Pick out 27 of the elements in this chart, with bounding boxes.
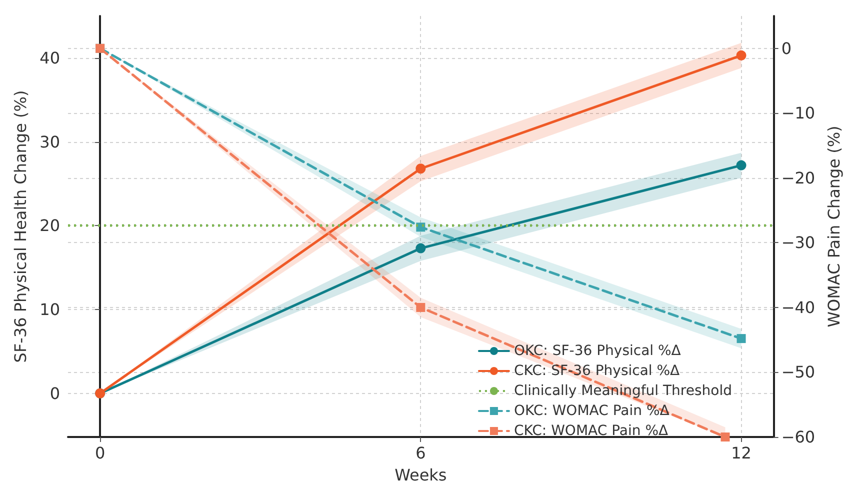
y-tick-label: 30 [40, 132, 60, 152]
point [736, 160, 746, 170]
y-tick-label: 0 [50, 384, 60, 403]
y-tick-label: 10 [40, 300, 60, 320]
y-tick-label: 40 [40, 48, 60, 68]
point [416, 302, 426, 312]
x-tick-label: 6 [416, 444, 426, 462]
x-axis-title: Weeks [394, 466, 447, 484]
y2-tick-label: −30 [781, 233, 816, 252]
y2-tick-label: −60 [781, 428, 816, 446]
y-axis-title: SF-36 Physical Health Change (%) [11, 90, 30, 363]
y2-tick-label: −20 [781, 168, 816, 188]
point [736, 334, 746, 344]
y2-axis-title: WOMAC Pain Change (%) [824, 126, 844, 328]
x-tick-label: 12 [731, 444, 752, 462]
legend-label: CKC: WOMAC Pain %Δ [514, 423, 668, 439]
point [736, 50, 746, 60]
point [416, 164, 426, 174]
point [416, 243, 426, 254]
y2-tick-label: −50 [781, 362, 816, 382]
y2-tick-label: −10 [781, 104, 816, 123]
x-tick-label: 0 [94, 444, 106, 462]
legend-label: OKC: WOMAC Pain %Δ [514, 403, 670, 419]
point [720, 432, 730, 442]
y2-tick-label: −40 [781, 298, 816, 317]
y2-tick-label: 0 [781, 38, 792, 58]
y-tick-label: 20 [40, 216, 60, 236]
